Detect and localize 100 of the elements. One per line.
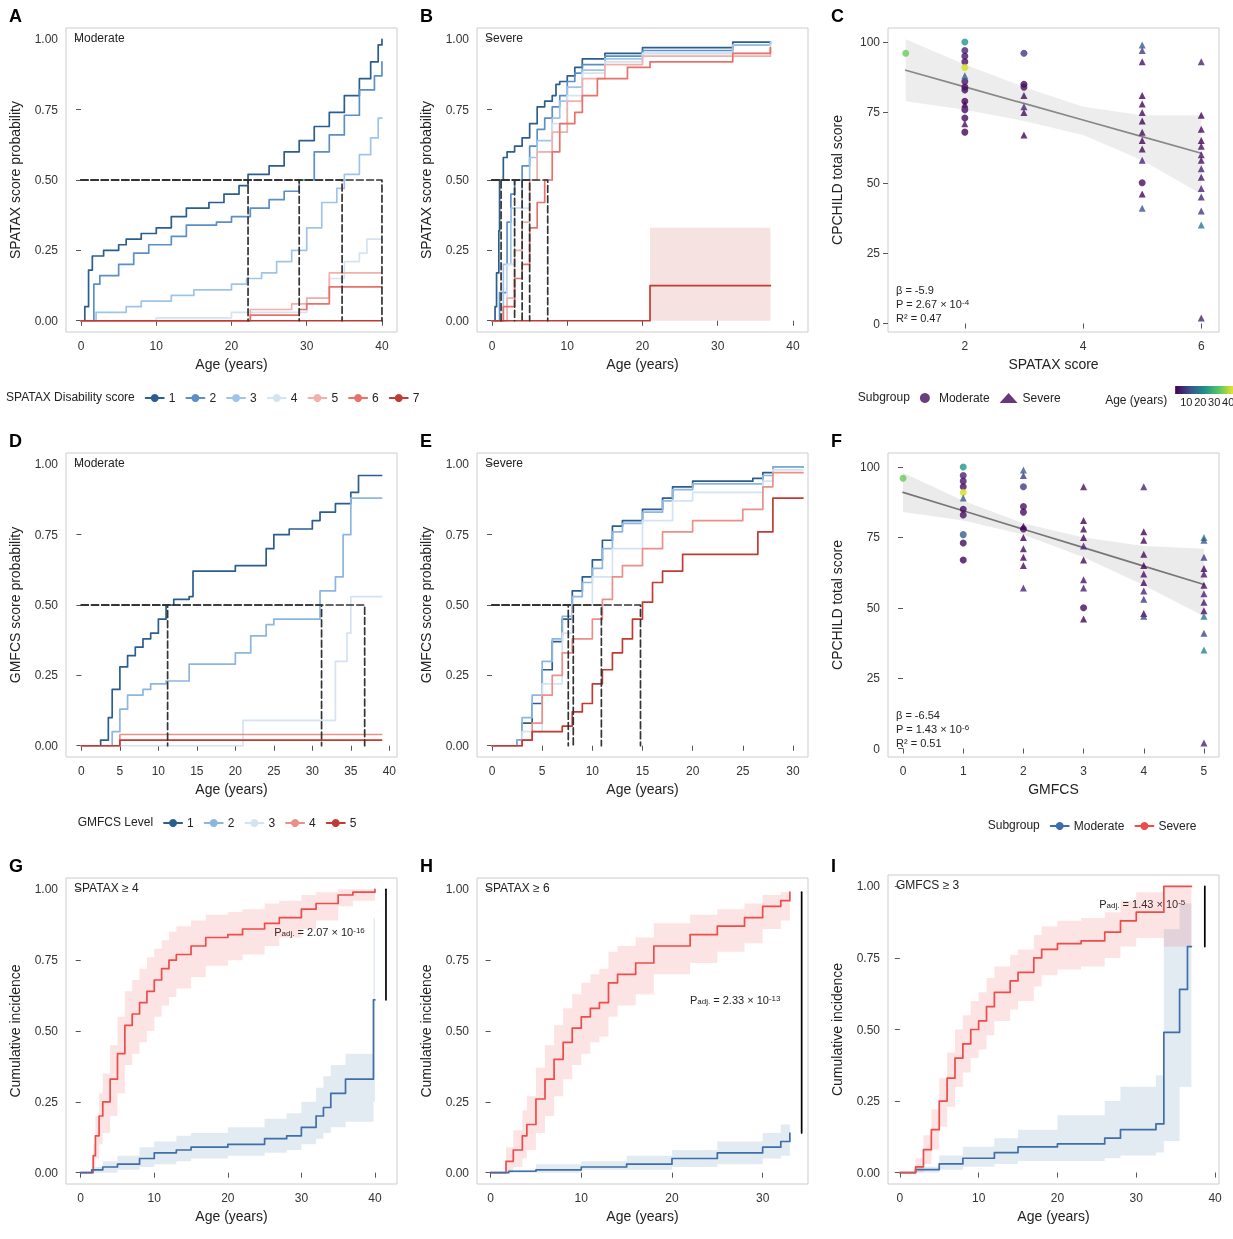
annotation: R² = 0.47 <box>896 311 942 324</box>
y-tick-label: 75 <box>866 530 881 545</box>
y-axis-title: SPATAX score probability <box>7 101 23 259</box>
y-tick-label: 0.00 <box>445 738 470 753</box>
y-axis-title: Cumulative incidence <box>418 964 434 1098</box>
chart-title: G <box>9 856 24 876</box>
x-tick-label: 6 <box>1197 339 1205 353</box>
y-tick-label: 0.75 <box>34 102 59 117</box>
annotation: R² = 0.51 <box>896 736 942 749</box>
y-tick-label: 1.00 <box>34 32 59 47</box>
legend-label: 4 <box>290 391 298 405</box>
y-tick-label: 50 <box>866 600 881 615</box>
x-axis-title: Age (years) <box>195 1207 268 1224</box>
legend-label: 5 <box>349 816 357 830</box>
x-tick-label: 35 <box>344 764 358 778</box>
legend-label: 1 <box>168 391 176 405</box>
y-tick-label: 1.00 <box>34 882 59 897</box>
x-tick-label: 0 <box>896 1191 904 1205</box>
x-tick-label: 0 <box>77 1191 85 1205</box>
legend-label: 2 <box>227 816 235 830</box>
x-tick-label: 40 <box>786 339 800 353</box>
y-tick-label: 0.50 <box>34 598 59 612</box>
x-tick-label: 25 <box>736 764 750 778</box>
y-tick-label: 0.25 <box>445 668 470 683</box>
annotation: Moderate <box>74 456 126 470</box>
x-tick-label: 0 <box>77 339 85 353</box>
x-tick-label: 10 <box>574 1191 589 1205</box>
y-tick-label: 1.00 <box>445 32 470 47</box>
y-tick-label: 0.50 <box>445 598 470 612</box>
chart-title: C <box>831 6 844 26</box>
x-tick-label: 10 <box>149 339 164 353</box>
chart-title: E <box>420 431 433 451</box>
x-tick-label: 5 <box>1200 764 1208 778</box>
chart-title: F <box>831 431 842 451</box>
y-tick-label: 0.00 <box>445 313 470 328</box>
y-axis-title: CPCHILD total score <box>829 539 845 670</box>
x-tick-label: 3 <box>1080 764 1088 778</box>
legend-label: Moderate <box>938 391 990 405</box>
y-tick-label: 0.25 <box>34 1094 59 1109</box>
x-axis-title: Age (years) <box>606 780 679 797</box>
chart-title: D <box>9 431 22 451</box>
x-tick-label: 20 <box>224 339 239 353</box>
y-tick-label: 0.75 <box>34 953 59 968</box>
y-axis-title: GMFCS score probability <box>7 526 23 684</box>
legend-label: 3 <box>268 816 276 830</box>
legend-label: Severe <box>1158 819 1197 833</box>
annotation: SPATAX ≥ 6 <box>485 881 550 895</box>
color-bar-label: 10 <box>1180 395 1193 408</box>
y-tick-label: 0.00 <box>445 1165 470 1180</box>
y-tick-label: 1.00 <box>445 457 470 472</box>
x-tick-label: 15 <box>635 764 650 778</box>
x-axis-title: GMFCS <box>1028 780 1079 797</box>
y-axis-title: Cumulative incidence <box>829 962 845 1097</box>
y-tick-label: 100 <box>859 460 881 475</box>
y-tick-label: 0.25 <box>34 243 59 258</box>
y-tick-label: 25 <box>866 671 881 686</box>
y-tick-label: 0 <box>873 741 881 756</box>
legend-label: 6 <box>372 391 380 405</box>
y-tick-label: 0.75 <box>856 950 881 965</box>
x-tick-label: 0 <box>488 339 496 353</box>
legend-title: Subgroup <box>987 818 1041 832</box>
legend-label: 3 <box>250 391 258 405</box>
x-tick-label: 20 <box>665 1191 679 1205</box>
x-tick-label: 5 <box>538 764 546 778</box>
x-tick-label: 4 <box>1079 339 1087 353</box>
x-tick-label: 30 <box>1129 1191 1144 1205</box>
x-axis-title: Age (years) <box>606 1207 679 1224</box>
y-tick-label: 0.00 <box>856 1165 881 1180</box>
y-tick-label: 0.50 <box>34 1024 59 1038</box>
x-tick-label: 20 <box>1050 1191 1065 1205</box>
y-tick-label: 0.75 <box>445 102 470 117</box>
y-tick-label: 0.25 <box>34 668 59 683</box>
annotation: β = -6.54 <box>896 708 940 721</box>
legend-title: SPATAX Disability score <box>6 390 136 404</box>
legend-title: Subgroup <box>857 390 911 404</box>
x-tick-label: 20 <box>685 764 700 778</box>
legend-label: Moderate <box>1073 819 1125 833</box>
x-tick-label: 0 <box>899 764 907 778</box>
y-tick-label: 0.00 <box>34 1165 59 1180</box>
y-tick-label: 0.75 <box>445 953 470 968</box>
y-tick-label: 0.50 <box>445 173 470 187</box>
y-axis-title: CPCHILD total score <box>829 114 845 245</box>
legend-label: Severe <box>1022 391 1061 405</box>
x-tick-label: 30 <box>786 764 800 778</box>
x-tick-label: 1 <box>959 764 967 778</box>
x-tick-label: 0 <box>487 1191 495 1205</box>
x-tick-label: 30 <box>755 1191 770 1205</box>
legend-label: 7 <box>412 391 420 405</box>
chart-title: A <box>9 6 22 26</box>
y-tick-label: 0.75 <box>445 527 470 542</box>
x-axis-title: SPATAX score <box>1008 355 1099 372</box>
y-tick-label: 1.00 <box>856 879 881 894</box>
x-tick-label: 40 <box>375 339 389 353</box>
x-tick-label: 30 <box>294 1191 309 1205</box>
annotation: Severe <box>485 31 524 45</box>
color-bar-label: 30 <box>1208 395 1221 408</box>
x-tick-label: 20 <box>635 339 650 353</box>
y-tick-label: 100 <box>859 35 881 50</box>
x-axis-title: Age (years) <box>195 780 268 797</box>
chart-title: H <box>420 856 433 876</box>
